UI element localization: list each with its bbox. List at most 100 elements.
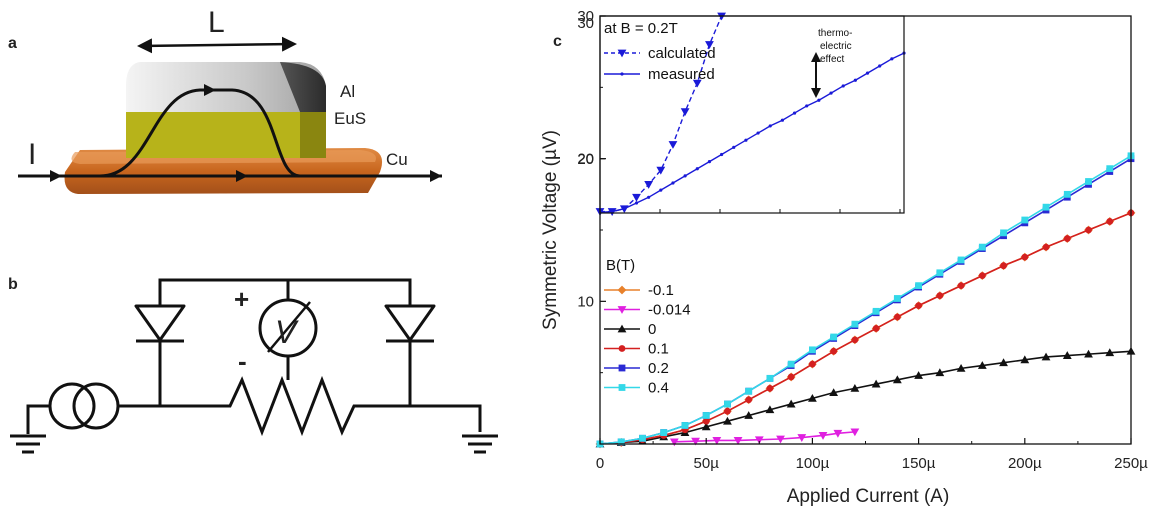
al-layer-side	[280, 62, 326, 112]
data-point-0	[892, 375, 902, 384]
legend-entry-0-4: 0.4	[604, 380, 669, 397]
data-point-0-4	[660, 429, 668, 436]
data-point-0-1	[936, 292, 944, 300]
data-point-0-4	[978, 243, 986, 251]
data-point-0	[977, 361, 987, 369]
meter-needle	[267, 301, 311, 353]
inset-legend-marker	[617, 49, 627, 58]
inset-point-measured	[865, 71, 870, 75]
data-point-0-4	[1063, 190, 1071, 198]
legend-swatch-marker	[618, 345, 626, 352]
series-line-0-014	[674, 431, 855, 443]
panel-c-label: c	[553, 33, 562, 50]
data-point-0-4	[915, 282, 922, 290]
inset-point-calculated	[705, 41, 714, 49]
data-point-0-014	[754, 436, 764, 445]
data-point-0-1	[809, 360, 816, 368]
inset-point-measured	[671, 181, 675, 185]
axes: 0 50µ 100µ 150µ 200µ 250µ 10 20 30	[577, 8, 1148, 472]
legend-title: B(T)	[606, 257, 635, 274]
y-tick-label: 20	[577, 151, 594, 168]
data-point-0-014	[776, 435, 785, 444]
inset-y-tick-label: 20	[577, 151, 594, 168]
inset-frame	[599, 15, 905, 214]
data-point-0-4	[851, 320, 859, 328]
data-point-0-4	[639, 434, 646, 442]
legend-entry-0: 0	[604, 321, 656, 338]
data-point-0-4	[1021, 216, 1029, 224]
data-point-0-1	[851, 336, 859, 344]
inset-legend-label: calculated	[648, 45, 716, 62]
data-point-0-4	[681, 422, 689, 429]
data-point-0-014	[669, 438, 679, 447]
data-point-0	[999, 358, 1008, 367]
data-point-0-1	[1063, 235, 1071, 242]
inset-background	[600, 16, 904, 213]
inset-point-calculated	[680, 108, 690, 117]
inset-point-calculated	[632, 193, 641, 202]
data-point-0	[744, 411, 754, 419]
data-point-0-4	[617, 438, 625, 446]
data-point-0-4	[957, 256, 965, 264]
legend-swatch-marker	[617, 285, 627, 295]
inset-point-measured	[792, 111, 797, 115]
main-series	[595, 152, 1136, 449]
data-point-0-1	[766, 384, 774, 392]
data-point-0-4	[1000, 229, 1007, 237]
legend-swatch-marker	[617, 324, 627, 333]
inset-point-measured	[853, 78, 857, 82]
data-point-0	[701, 422, 711, 431]
legend-entry-0-1: 0.1	[604, 341, 669, 358]
inset-point-measured	[707, 160, 712, 164]
inset-legend-label: measured	[648, 66, 715, 83]
inset-legend-entry-calculated: calculated	[604, 45, 716, 62]
inset-point-calculated	[692, 79, 702, 88]
x-tick-label: 100µ	[796, 455, 830, 472]
inset-line-measured	[599, 52, 905, 213]
data-point-0-1	[724, 407, 731, 415]
data-point-0	[1105, 348, 1115, 357]
legend-entry-0-2: 0.2	[604, 360, 669, 377]
inset-point-measured	[622, 207, 626, 211]
inset-point-measured	[732, 145, 736, 149]
panel-c: c thermo-electric effect 0 50µ 100µ 150µ 200µ…	[540, 8, 1148, 507]
data-point-0-4	[1042, 203, 1050, 211]
inset-y-tick-label: 30	[577, 15, 594, 32]
y-tick-label: 30	[577, 8, 594, 25]
annotation-arrow-down	[811, 88, 821, 98]
panel-b-label: b	[8, 276, 18, 293]
inset-point-calculated	[668, 141, 678, 149]
eus-layer-side	[300, 108, 326, 158]
diode-right	[384, 304, 436, 342]
data-point-0-1	[915, 302, 922, 310]
data-point-0-4	[702, 412, 710, 419]
inset-point-measured	[634, 201, 639, 205]
data-point-0-1	[1106, 218, 1114, 225]
length-arrow	[137, 36, 297, 54]
inset-series: thermo-electric effect	[595, 12, 906, 216]
data-point-0	[850, 383, 860, 392]
data-point-0-014	[733, 437, 743, 445]
legend-swatch-marker	[618, 384, 626, 391]
data-point-0	[765, 405, 775, 414]
inset-legend: at B = 0.2T calculated measured 20 30	[577, 15, 901, 213]
series-line-0-1	[599, 212, 1132, 445]
plus-sign: +	[234, 284, 249, 314]
legend-entry-0-014: -0.014	[604, 302, 691, 319]
data-point-0	[956, 363, 966, 372]
panel-a-label: a	[8, 35, 17, 52]
inset-series-measured	[598, 51, 906, 214]
x-tick-label: 250µ	[1114, 455, 1148, 472]
inset-point-measured	[756, 131, 760, 135]
current-arrowhead	[430, 170, 442, 182]
data-point-0	[1084, 349, 1093, 358]
minus-sign: -	[238, 346, 247, 376]
data-point-0-1	[1021, 253, 1029, 261]
legend-label: 0.4	[648, 380, 669, 397]
current-source-left	[48, 382, 96, 430]
current-loop	[99, 88, 301, 178]
legend-label: -0.1	[648, 282, 674, 299]
inset-point-measured	[768, 124, 772, 128]
data-point-0-4	[724, 400, 731, 408]
